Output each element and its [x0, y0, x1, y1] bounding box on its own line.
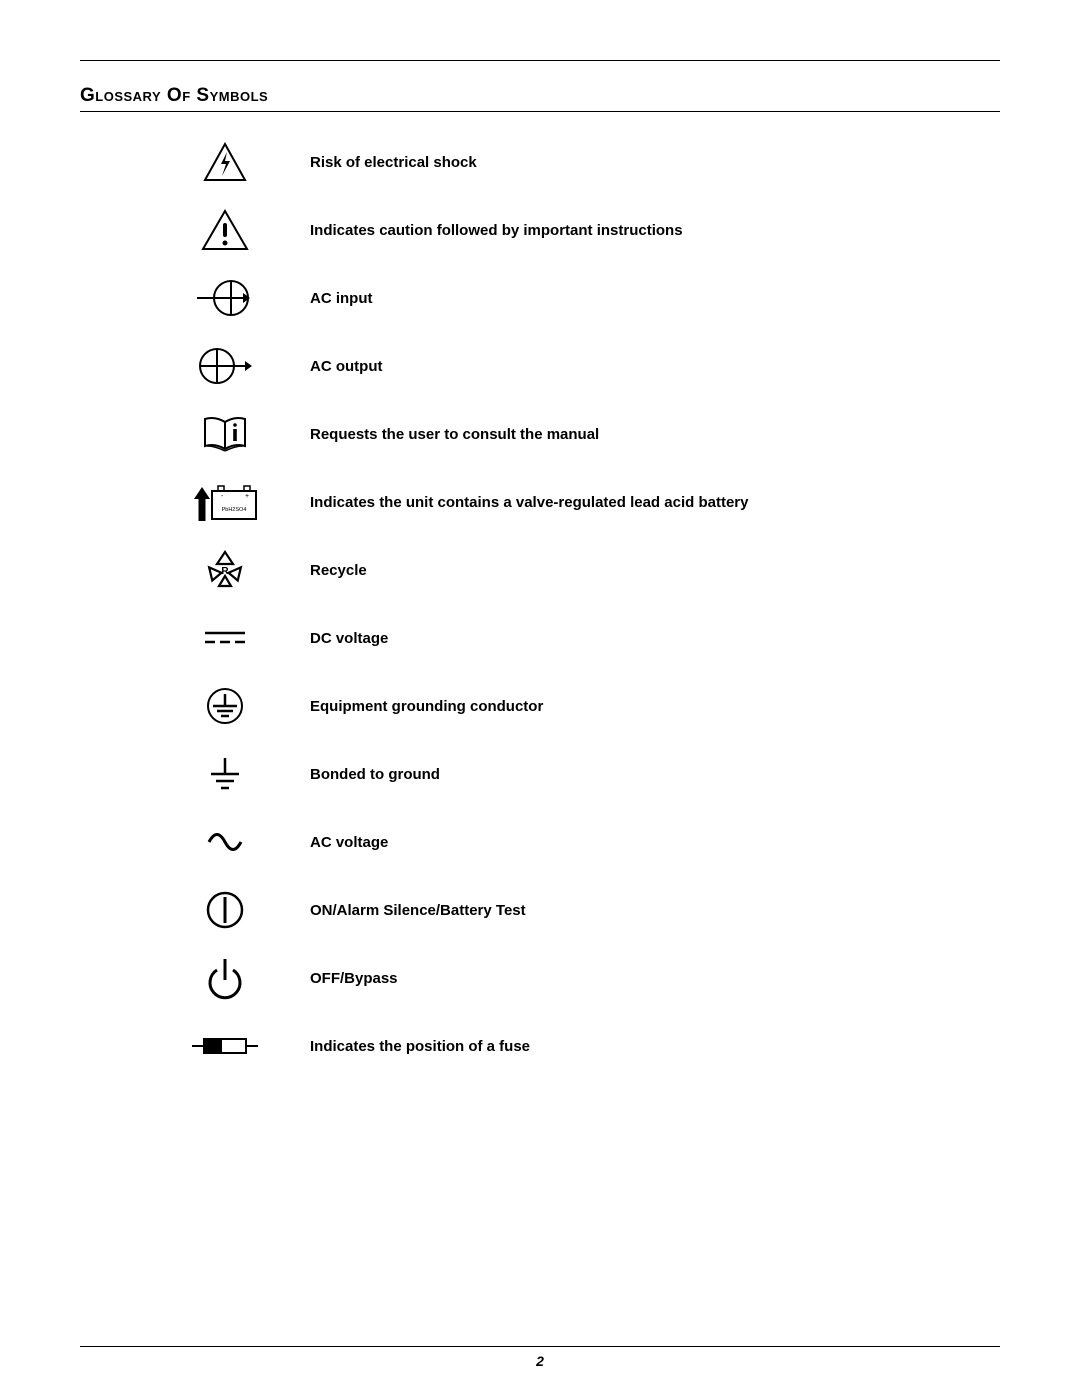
symbol-row: Risk of electrical shock	[190, 140, 1000, 184]
grounding-conductor-icon	[190, 684, 260, 728]
symbol-label: Indicates the unit contains a valve-regu…	[310, 494, 748, 511]
dc-voltage-icon	[190, 616, 260, 660]
symbol-row: Bonded to ground	[190, 752, 1000, 796]
symbol-label: AC input	[310, 290, 372, 307]
bottom-rule	[80, 1346, 1000, 1347]
symbol-label: AC output	[310, 358, 382, 375]
symbol-row: R Recycle	[190, 548, 1000, 592]
battery-text: PbH2SO4	[222, 507, 247, 513]
symbol-label: Requests the user to consult the manual	[310, 426, 599, 443]
svg-text:+: +	[245, 493, 249, 500]
symbol-row: OFF/Bypass	[190, 956, 1000, 1000]
off-bypass-icon	[190, 956, 260, 1000]
manual-icon	[190, 412, 260, 456]
symbol-label: Risk of electrical shock	[310, 154, 477, 171]
symbol-label: DC voltage	[310, 630, 388, 647]
svg-text:-: -	[221, 493, 224, 500]
title-rule	[80, 111, 1000, 112]
recycle-text: R	[221, 566, 229, 577]
recycle-icon: R	[190, 548, 260, 592]
symbol-label: AC voltage	[310, 834, 388, 851]
page-number: 2	[0, 1353, 1080, 1369]
symbol-label: Indicates the position of a fuse	[310, 1038, 530, 1055]
battery-icon: - + PbH2SO4	[190, 480, 260, 524]
fuse-icon	[190, 1024, 260, 1068]
symbol-row: AC input	[190, 276, 1000, 320]
on-button-icon	[190, 888, 260, 932]
symbol-label: Indicates caution followed by important …	[310, 222, 683, 239]
section-title: Glossary Of Symbols	[80, 85, 1000, 107]
ac-voltage-icon	[190, 820, 260, 864]
caution-triangle-icon	[190, 208, 260, 252]
symbol-row: DC voltage	[190, 616, 1000, 660]
symbol-row: AC output	[190, 344, 1000, 388]
symbol-row: ON/Alarm Silence/Battery Test	[190, 888, 1000, 932]
symbol-label: ON/Alarm Silence/Battery Test	[310, 902, 526, 919]
shock-triangle-icon	[190, 140, 260, 184]
symbol-label: Bonded to ground	[310, 766, 440, 783]
symbol-row: - + PbH2SO4 Indicates the unit contains …	[190, 480, 1000, 524]
symbol-row: Indicates the position of a fuse	[190, 1024, 1000, 1068]
symbol-label: OFF/Bypass	[310, 970, 398, 987]
ac-output-icon	[190, 344, 260, 388]
symbol-row: Requests the user to consult the manual	[190, 412, 1000, 456]
ac-input-icon	[190, 276, 260, 320]
symbol-row: Indicates caution followed by important …	[190, 208, 1000, 252]
symbol-row: AC voltage	[190, 820, 1000, 864]
symbol-label: Equipment grounding conductor	[310, 698, 543, 715]
top-rule	[80, 60, 1000, 61]
symbol-row: Equipment grounding conductor	[190, 684, 1000, 728]
ground-icon	[190, 752, 260, 796]
symbol-rows: Risk of electrical shock Indicates cauti…	[190, 140, 1000, 1068]
symbol-label: Recycle	[310, 562, 367, 579]
